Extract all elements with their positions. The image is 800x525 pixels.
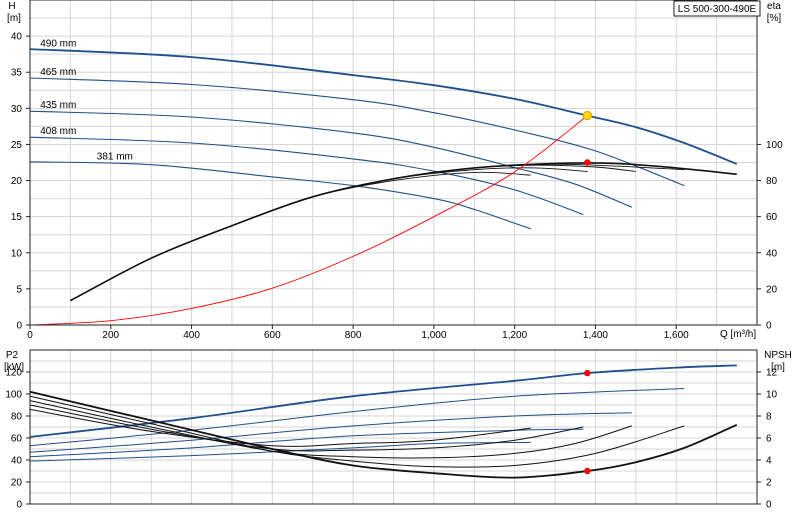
- x-tick-label: 600: [264, 330, 281, 341]
- h-tick-label: 30: [11, 104, 23, 115]
- h-tick-label: 40: [11, 32, 23, 43]
- x-tick-label: 400: [183, 330, 200, 341]
- p2-tick-label: 0: [16, 500, 22, 511]
- eta-tick-label: 100: [766, 140, 783, 151]
- npsh-tick-label: 2: [766, 478, 772, 489]
- system-curve: [29, 115, 588, 326]
- impeller-label: 435 mm: [40, 100, 76, 111]
- impeller-label: 490 mm: [40, 38, 76, 49]
- h-tick-label: 20: [11, 176, 23, 187]
- h-tick-label: 15: [11, 212, 23, 223]
- p2-axis-unit: [kW]: [4, 362, 24, 373]
- x-tick-label: 0: [27, 330, 33, 341]
- h-axis-label: H: [8, 1, 15, 12]
- npsh-tick-label: 10: [766, 390, 778, 401]
- duty-point-efficiency-marker: [584, 159, 591, 166]
- npsh-tick-label: 0: [766, 500, 772, 511]
- eta-tick-label: 20: [766, 284, 778, 295]
- efficiency-curve: [70, 162, 737, 302]
- eta-axis-label: eta: [767, 1, 781, 12]
- duty-point-power-marker: [584, 369, 591, 377]
- power-curve: [29, 441, 531, 462]
- npsh-axis-label: NPSH: [764, 350, 792, 361]
- duty-point-npsh-marker: [584, 467, 591, 475]
- x-tick-label: 200: [102, 330, 119, 341]
- npsh-curve: [29, 408, 531, 447]
- duty-point-head-marker: [582, 110, 593, 121]
- x-tick-label: 800: [345, 330, 362, 341]
- head-curve-490-mm: [29, 48, 738, 165]
- h-tick-label: 0: [16, 321, 22, 332]
- npsh-curve: [29, 390, 738, 479]
- p2-tick-label: 40: [11, 456, 23, 467]
- impeller-label: 408 mm: [40, 126, 76, 137]
- head-curve-381-mm: [29, 161, 531, 230]
- power-curve: [29, 388, 685, 447]
- top-plot-frame: [29, 0, 758, 326]
- chart-title: LS 500-300-490E: [678, 4, 757, 15]
- h-tick-label: 35: [11, 68, 23, 79]
- efficiency-curve: [70, 167, 588, 301]
- impeller-label: 381 mm: [97, 152, 133, 163]
- p2-tick-label: 100: [5, 390, 22, 401]
- efficiency-curve: [70, 163, 685, 301]
- power-curve: [29, 364, 737, 438]
- npsh-curve: [29, 404, 584, 452]
- impeller-label: 465 mm: [40, 67, 76, 78]
- h-tick-label: 10: [11, 248, 23, 259]
- x-tick-label: 1,600: [664, 330, 689, 341]
- q-axis-label: Q [m³/h]: [720, 329, 756, 340]
- x-tick-label: 1,000: [421, 330, 446, 341]
- eta-axis-unit: [%]: [767, 13, 782, 24]
- head-curve-465-mm: [29, 77, 685, 187]
- npsh-tick-label: 6: [766, 434, 772, 445]
- bottom-plot-frame: [29, 349, 758, 505]
- h-axis-unit: [m]: [7, 13, 21, 24]
- head-curve-435-mm: [29, 110, 633, 208]
- npsh-tick-label: 4: [766, 456, 772, 467]
- npsh-curve: [29, 400, 632, 459]
- npsh-tick-label: 12: [766, 368, 778, 379]
- head-curve-408-mm: [29, 136, 584, 216]
- p2-tick-label: 20: [11, 478, 23, 489]
- npsh-axis-unit: [m]: [771, 362, 785, 373]
- h-tick-label: 5: [16, 284, 22, 295]
- title-box: [673, 0, 761, 17]
- power-curve: [29, 428, 584, 458]
- eta-tick-label: 60: [766, 212, 778, 223]
- p2-tick-label: 120: [5, 368, 22, 379]
- npsh-tick-label: 8: [766, 412, 772, 423]
- x-tick-label: 1,200: [502, 330, 527, 341]
- eta-tick-label: 80: [766, 176, 778, 187]
- x-tick-label: 1,400: [583, 330, 608, 341]
- p2-tick-label: 60: [11, 434, 23, 445]
- p2-tick-label: 80: [11, 412, 23, 423]
- power-curve: [29, 412, 632, 453]
- p2-axis-label: P2: [6, 350, 19, 361]
- efficiency-curve: [70, 171, 531, 301]
- eta-tick-label: 40: [766, 248, 778, 259]
- npsh-curve: [29, 395, 685, 468]
- h-tick-label: 25: [11, 140, 23, 151]
- eta-tick-label: 0: [766, 321, 772, 332]
